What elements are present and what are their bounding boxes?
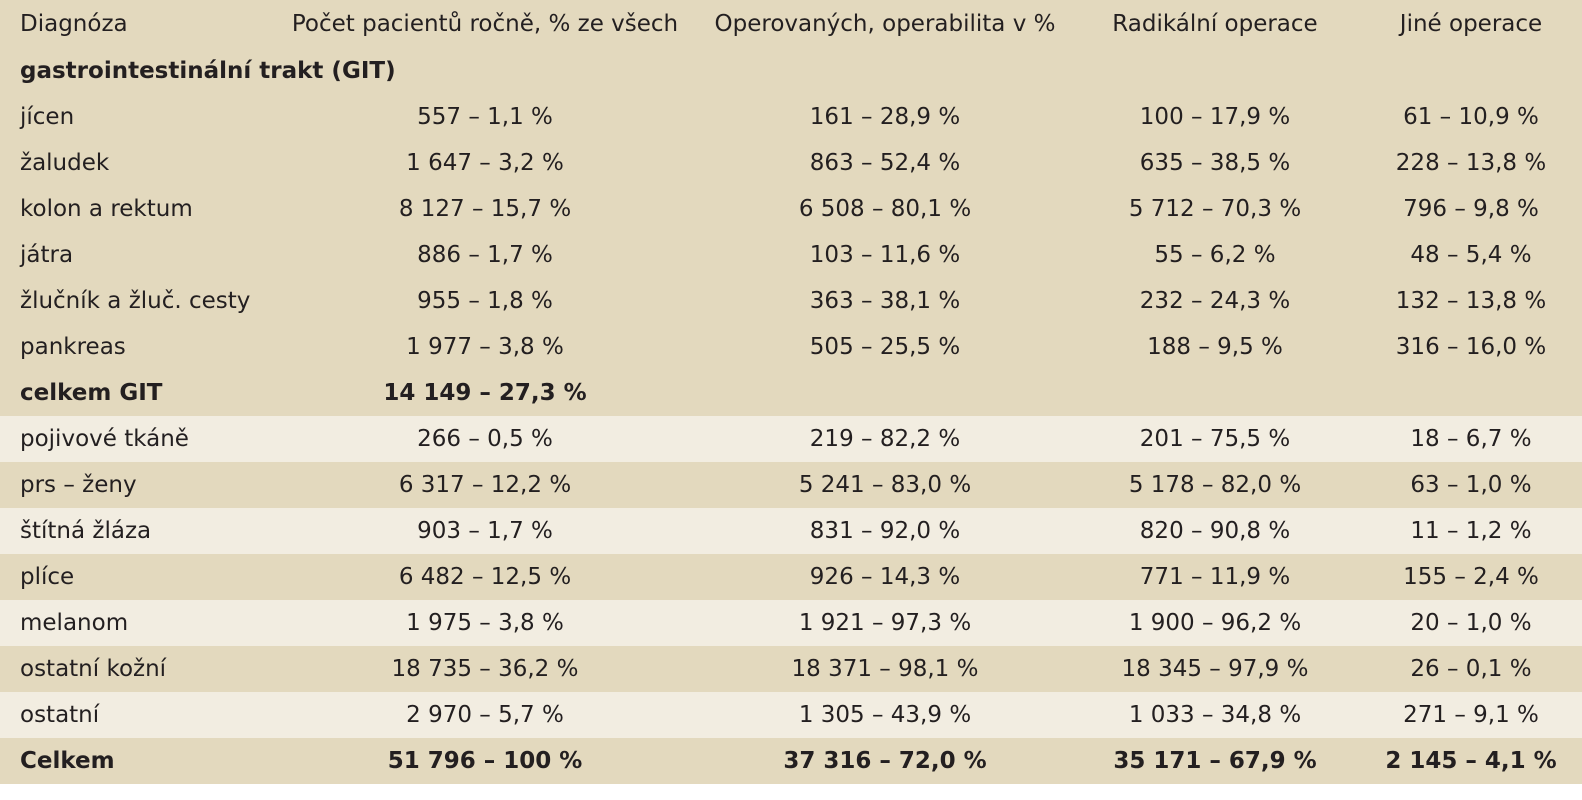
row-label: štítná žláza	[20, 518, 152, 544]
total-label: celkem GIT	[20, 380, 163, 406]
table-row: jícen 557 – 1,1 % 161 – 28,9 % 100 – 17,9 %…	[0, 94, 1582, 140]
table-cell: 820 – 90,8 %	[1139, 518, 1291, 544]
table-cell: 18 – 6,7 %	[1410, 426, 1532, 452]
row-label: žlučník a žluč. cesty	[20, 288, 251, 314]
table-row: pankreas 1 977 – 3,8 % 505 – 25,5 % 188 – 9…	[0, 324, 1582, 370]
table-row: pojivové tkáně 266 – 0,5 % 219 – 82,2 % 201…	[0, 416, 1582, 462]
table-cell: 1 921 – 97,3 %	[798, 610, 972, 636]
table-cell: 271 – 9,1 %	[1403, 702, 1539, 728]
table-cell: 1 305 – 43,9 %	[798, 702, 972, 728]
table-cell: 1 647 – 3,2 %	[406, 150, 564, 176]
empty-cell	[1360, 370, 1582, 416]
table-row: kolon a rektum 8 127 – 15,7 % 6 508 – 80,1…	[0, 186, 1582, 232]
table-cell: 228 – 13,8 %	[1395, 150, 1547, 176]
table-cell: 557 – 1,1 %	[417, 104, 553, 130]
table-cell: 8 127 – 15,7 %	[398, 196, 572, 222]
table-cell: 1 033 – 34,8 %	[1128, 702, 1302, 728]
header-pocet: Počet pacientů ročně, % ze všech	[291, 11, 679, 37]
table-cell: 863 – 52,4 %	[809, 150, 961, 176]
row-label: ostatní kožní	[20, 656, 167, 682]
header-operovanych: Operovaných, operabilita v %	[714, 11, 1056, 37]
row-label: jícen	[20, 104, 75, 130]
table-cell: 505 – 25,5 %	[809, 334, 961, 360]
row-label: játra	[20, 242, 74, 268]
header-diagnoza: Diagnóza	[20, 11, 128, 37]
table-cell: 5 712 – 70,3 %	[1128, 196, 1302, 222]
table-cell: 6 508 – 80,1 %	[798, 196, 972, 222]
table-cell: 5 241 – 83,0 %	[798, 472, 972, 498]
table-cell: 55 – 6,2 %	[1154, 242, 1276, 268]
section-title: gastrointestinální trakt (GIT)	[20, 58, 396, 84]
table-cell: 266 – 0,5 %	[417, 426, 553, 452]
table-cell: 635 – 38,5 %	[1139, 150, 1291, 176]
header-row: Diagnóza Počet pacientů ročně, % ze všec…	[0, 0, 1582, 48]
table-cell: 2 970 – 5,7 %	[406, 702, 564, 728]
row-label: Celkem	[20, 748, 115, 774]
table-cell: 48 – 5,4 %	[1410, 242, 1532, 268]
row-label: plíce	[20, 564, 75, 590]
table-row: ostatní 2 970 – 5,7 % 1 305 – 43,9 % 1 033 …	[0, 692, 1582, 738]
table-cell: 232 – 24,3 %	[1139, 288, 1291, 314]
table-cell: 316 – 16,0 %	[1395, 334, 1547, 360]
table-cell: 35 171 – 67,9 %	[1113, 748, 1317, 774]
table-row: žaludek 1 647 – 3,2 % 863 – 52,4 % 635 – 38…	[0, 140, 1582, 186]
table-cell: 1 977 – 3,8 %	[406, 334, 564, 360]
table-cell: 6 317 – 12,2 %	[398, 472, 572, 498]
table-cell: 37 316 – 72,0 %	[783, 748, 987, 774]
total-cell: 14 149 – 27,3 %	[383, 380, 587, 406]
table-cell: 6 482 – 12,5 %	[398, 564, 572, 590]
table-row: žlučník a žluč. cesty 955 – 1,8 % 363 – 38…	[0, 278, 1582, 324]
table-cell: 20 – 1,0 %	[1410, 610, 1532, 636]
header-radikalni: Radikální operace	[1112, 11, 1318, 37]
table-cell: 1 975 – 3,8 %	[406, 610, 564, 636]
table-cell: 161 – 28,9 %	[809, 104, 961, 130]
table-cell: 18 371 – 98,1 %	[791, 656, 979, 682]
table-cell: 26 – 0,1 %	[1410, 656, 1532, 682]
table-cell: 63 – 1,0 %	[1410, 472, 1532, 498]
table-row: štítná žláza 903 – 1,7 % 831 – 92,0 % 820 –…	[0, 508, 1582, 554]
row-label: ostatní	[20, 702, 100, 728]
table-row: játra 886 – 1,7 % 103 – 11,6 % 55 – 6,2 % 48…	[0, 232, 1582, 278]
section-header-row: gastrointestinální trakt (GIT)	[0, 48, 1582, 94]
section-total-row: celkem GIT 14 149 – 27,3 %	[0, 370, 1582, 416]
table-cell: 926 – 14,3 %	[809, 564, 961, 590]
row-label: pojivové tkáně	[20, 426, 189, 452]
table-cell: 18 735 – 36,2 %	[391, 656, 579, 682]
table-cell: 18 345 – 97,9 %	[1121, 656, 1309, 682]
table-cell: 100 – 17,9 %	[1139, 104, 1291, 130]
row-label: žaludek	[20, 150, 110, 176]
table-cell: 219 – 82,2 %	[809, 426, 961, 452]
table-cell: 771 – 11,9 %	[1139, 564, 1291, 590]
table-cell: 201 – 75,5 %	[1139, 426, 1291, 452]
grand-total-row: Celkem 51 796 – 100 % 37 316 – 72,0 % 35 17…	[0, 738, 1582, 784]
empty-cell	[700, 370, 1070, 416]
table-cell: 61 – 10,9 %	[1403, 104, 1539, 130]
table-cell: 103 – 11,6 %	[809, 242, 961, 268]
table-cell: 955 – 1,8 %	[417, 288, 553, 314]
row-label: prs – ženy	[20, 472, 137, 498]
row-label: melanom	[20, 610, 129, 636]
row-label: kolon a rektum	[20, 196, 193, 222]
table-cell: 1 900 – 96,2 %	[1128, 610, 1302, 636]
empty-cell	[1070, 370, 1360, 416]
table-cell: 363 – 38,1 %	[809, 288, 961, 314]
table-cell: 2 145 – 4,1 %	[1385, 748, 1557, 774]
row-label: pankreas	[20, 334, 126, 360]
table-cell: 188 – 9,5 %	[1147, 334, 1283, 360]
table-cell: 132 – 13,8 %	[1395, 288, 1547, 314]
table-cell: 831 – 92,0 %	[809, 518, 961, 544]
table-cell: 155 – 2,4 %	[1403, 564, 1539, 590]
table-row: prs – ženy 6 317 – 12,2 % 5 241 – 83,0 % 5 …	[0, 462, 1582, 508]
table-row: ostatní kožní 18 735 – 36,2 % 18 371 – 98,…	[0, 646, 1582, 692]
table-cell: 11 – 1,2 %	[1410, 518, 1532, 544]
table-cell: 886 – 1,7 %	[417, 242, 553, 268]
table-cell: 903 – 1,7 %	[417, 518, 553, 544]
table-cell: 5 178 – 82,0 %	[1128, 472, 1302, 498]
header-jine: Jiné operace	[1399, 11, 1543, 37]
table-row: melanom 1 975 – 3,8 % 1 921 – 97,3 % 1 900 …	[0, 600, 1582, 646]
table-cell: 51 796 – 100 %	[387, 748, 583, 774]
table-row: plíce 6 482 – 12,5 % 926 – 14,3 % 771 – 11,…	[0, 554, 1582, 600]
table-cell: 796 – 9,8 %	[1403, 196, 1539, 222]
